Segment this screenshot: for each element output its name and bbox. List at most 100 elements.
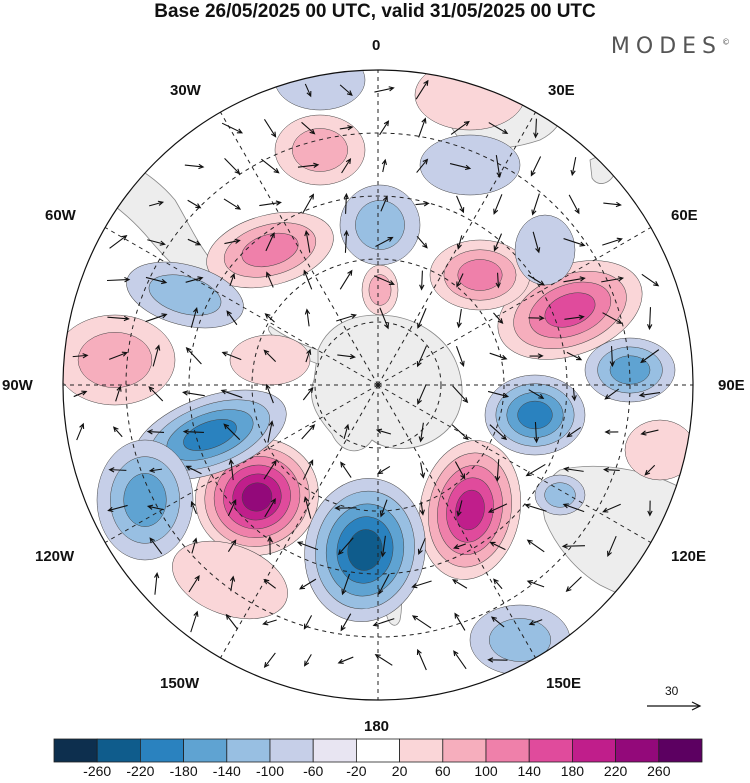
wind-arrow bbox=[107, 315, 130, 322]
wind-arrow bbox=[304, 308, 311, 327]
wind-arrow bbox=[533, 421, 539, 444]
wind-arrow bbox=[305, 348, 312, 363]
wind-arrow bbox=[489, 541, 506, 551]
wind-arrow bbox=[450, 120, 470, 135]
wind-arrow bbox=[411, 615, 432, 629]
wind-arrow bbox=[339, 269, 353, 290]
wind-arrow bbox=[227, 539, 237, 552]
wind-arrow bbox=[638, 392, 661, 398]
wind-arrow bbox=[607, 535, 617, 557]
wind-arrow bbox=[493, 578, 503, 590]
wind-arrow bbox=[223, 423, 241, 441]
wind-arrow bbox=[451, 424, 469, 441]
lon-label-0: 0 bbox=[372, 37, 381, 54]
wind-arrow bbox=[380, 535, 386, 558]
wind-arrow bbox=[563, 238, 586, 247]
anomaly-contour bbox=[183, 419, 237, 451]
wind-arrow bbox=[145, 276, 168, 285]
wind-arrow bbox=[228, 458, 234, 481]
wind-arrow bbox=[417, 537, 426, 555]
colorbar-swatch bbox=[658, 738, 703, 763]
wind-arrow bbox=[415, 79, 429, 100]
colorbar-tick: 220 bbox=[603, 763, 628, 779]
lon-label-60e: 60E bbox=[671, 207, 698, 224]
map-border bbox=[62, 69, 694, 701]
wind-arrow bbox=[377, 465, 391, 475]
wind-arrow bbox=[381, 158, 387, 173]
colorbar-tick: -60 bbox=[303, 763, 324, 779]
wind-arrow bbox=[190, 307, 199, 328]
anomaly-contour bbox=[414, 70, 526, 131]
wind-arrow bbox=[191, 537, 198, 554]
wind-arrow bbox=[302, 193, 315, 214]
anomaly-contour bbox=[419, 134, 521, 196]
wind-arrow bbox=[640, 349, 660, 364]
colorbar-swatch bbox=[528, 738, 573, 763]
wind-arrow bbox=[337, 537, 354, 556]
wind-arrow bbox=[411, 580, 432, 589]
wind-arrow bbox=[303, 615, 313, 630]
latitude-circle bbox=[314, 321, 442, 449]
wind-arrow bbox=[108, 467, 127, 473]
wind-arrow bbox=[147, 239, 166, 246]
wind-arrow bbox=[490, 616, 505, 628]
wind-arrow bbox=[416, 235, 428, 249]
wind-arrow bbox=[456, 273, 464, 288]
wind-arrow bbox=[265, 231, 275, 252]
colorbar-tick: 140 bbox=[517, 763, 541, 779]
wind-arrow bbox=[562, 503, 585, 513]
wind-arrow bbox=[185, 276, 204, 283]
anomaly-contour bbox=[624, 419, 693, 481]
wind-arrow bbox=[259, 200, 282, 207]
wind-arrow bbox=[264, 313, 275, 323]
wind-arrow bbox=[527, 274, 546, 286]
wind-arrow bbox=[524, 503, 547, 512]
anomaly-contour bbox=[355, 200, 405, 250]
wind-arrow bbox=[571, 387, 577, 402]
wind-arrow bbox=[604, 388, 620, 400]
wind-arrow bbox=[454, 461, 466, 480]
wind-arrow bbox=[602, 312, 623, 324]
wind-arrow bbox=[565, 576, 582, 593]
wind-arrow bbox=[609, 346, 615, 368]
wind-arrow bbox=[224, 238, 241, 245]
wind-arrow bbox=[456, 235, 463, 250]
wind-arrow bbox=[109, 234, 128, 249]
wind-arrow bbox=[261, 158, 280, 174]
anomaly-contour bbox=[229, 334, 311, 386]
anomaly-contour bbox=[274, 70, 366, 111]
wind-arrow bbox=[566, 426, 581, 438]
wind-arrow bbox=[221, 351, 242, 361]
wind-arrow bbox=[417, 384, 427, 405]
colorbar-tick: -100 bbox=[255, 763, 285, 779]
wind-arrow bbox=[418, 422, 424, 443]
wind-arrow bbox=[532, 231, 541, 254]
wind-arrow bbox=[528, 619, 543, 626]
wind-arrow bbox=[339, 125, 354, 131]
wind-arrow bbox=[343, 192, 349, 214]
wind-arrow bbox=[227, 498, 237, 517]
colorbar-tick: -20 bbox=[346, 763, 367, 779]
wind-arrow bbox=[647, 500, 653, 517]
wind-arrow bbox=[107, 504, 128, 513]
wind-arrow bbox=[602, 237, 623, 246]
wind-arrow bbox=[229, 575, 236, 592]
wind-arrow bbox=[267, 535, 273, 556]
wind-arrow bbox=[526, 580, 545, 588]
wind-arrow bbox=[456, 195, 465, 214]
anomaly-contour bbox=[609, 355, 651, 385]
wind-arrow bbox=[182, 429, 204, 435]
wind-arrow bbox=[487, 503, 508, 513]
wind-arrow bbox=[528, 315, 545, 321]
wind-arrow bbox=[301, 424, 316, 440]
anomaly-contour bbox=[514, 214, 576, 286]
wind-arrow bbox=[298, 578, 317, 590]
wind-arrow bbox=[568, 194, 580, 215]
wind-arrow bbox=[526, 539, 545, 553]
lon-label-60w: 60W bbox=[45, 207, 76, 224]
wind-arrow bbox=[489, 424, 508, 441]
wind-arrow bbox=[641, 273, 660, 287]
wind-arrow bbox=[417, 308, 427, 329]
wind-arrow bbox=[226, 310, 238, 326]
wind-arrow bbox=[221, 122, 244, 134]
